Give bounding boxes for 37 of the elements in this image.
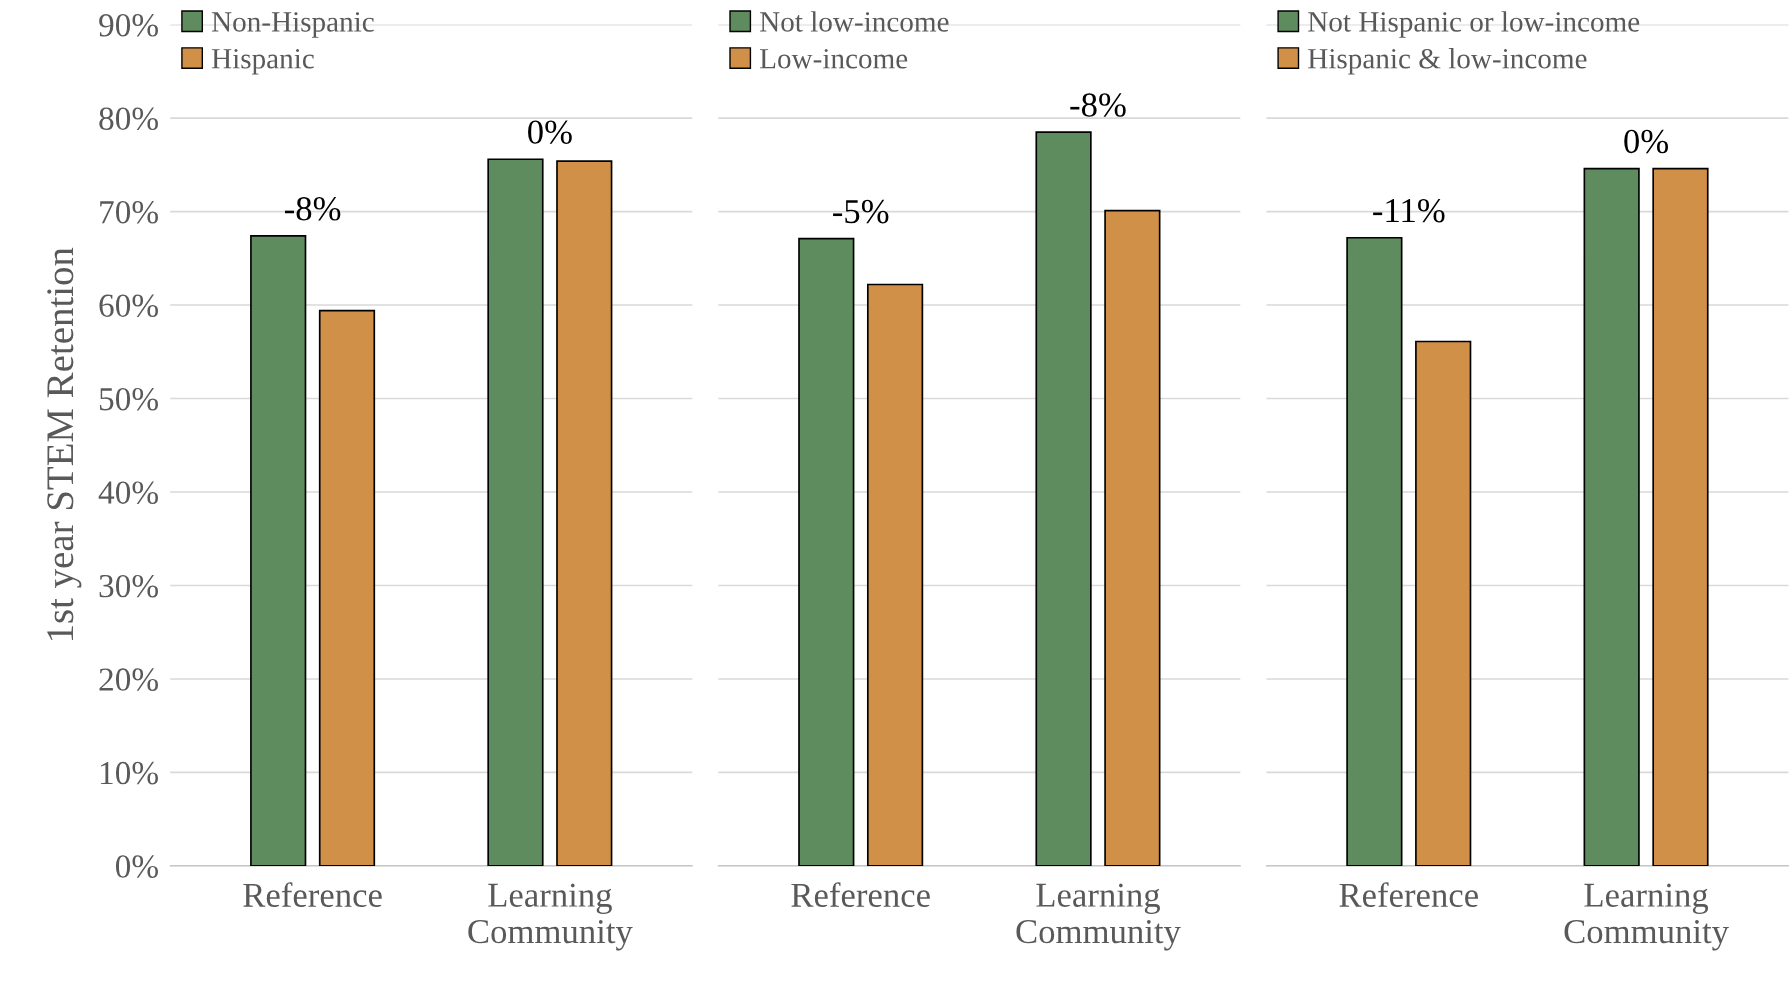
legend-label: Not Hispanic or low-income <box>1308 11 1640 38</box>
bar <box>487 158 544 866</box>
legend-label: Not low-income <box>760 11 949 32</box>
y-axis-title: 1st year STEM Retention <box>47 247 82 641</box>
y-tick-label: 70% <box>100 200 158 224</box>
annotation: -8% <box>284 197 341 221</box>
annotation: 0% <box>528 120 572 144</box>
annotation: -11% <box>1373 198 1445 223</box>
y-tick-label: 30% <box>99 574 158 598</box>
annotation: -8% <box>1070 93 1126 117</box>
x-tick-label: Reference <box>791 882 930 908</box>
y-tick-label: 40% <box>98 481 158 504</box>
bar <box>866 283 924 866</box>
x-tick-label: Reference <box>1339 882 1478 908</box>
annotation: -5% <box>833 199 889 224</box>
bar <box>1104 209 1161 866</box>
legend-label: Non-Hispanic <box>211 12 374 38</box>
y-tick-label: 60% <box>99 294 158 318</box>
y-tick-label: 50% <box>99 387 158 411</box>
bar <box>556 160 613 866</box>
y-tick-label: 0% <box>115 855 158 878</box>
bar <box>318 309 376 866</box>
bar <box>250 235 307 866</box>
y-tick-label: 10% <box>100 761 158 785</box>
y-tick-label: 20% <box>99 668 158 691</box>
bar <box>1035 131 1092 866</box>
legend-label: Hispanic & low-income <box>1308 48 1587 75</box>
y-tick-label: 80% <box>99 107 158 131</box>
x-tick-label: Learning Community <box>1564 883 1729 951</box>
legend-label: Hispanic <box>211 48 314 75</box>
annotation: 0% <box>1624 129 1669 154</box>
x-tick-label: Reference <box>243 882 382 908</box>
y-tick-label: 90% <box>99 14 158 37</box>
bar <box>798 237 855 866</box>
x-tick-label: Learning Community <box>1016 883 1181 951</box>
x-tick-label: Learning Community <box>468 883 633 951</box>
legend-label: Low-income <box>760 48 908 69</box>
